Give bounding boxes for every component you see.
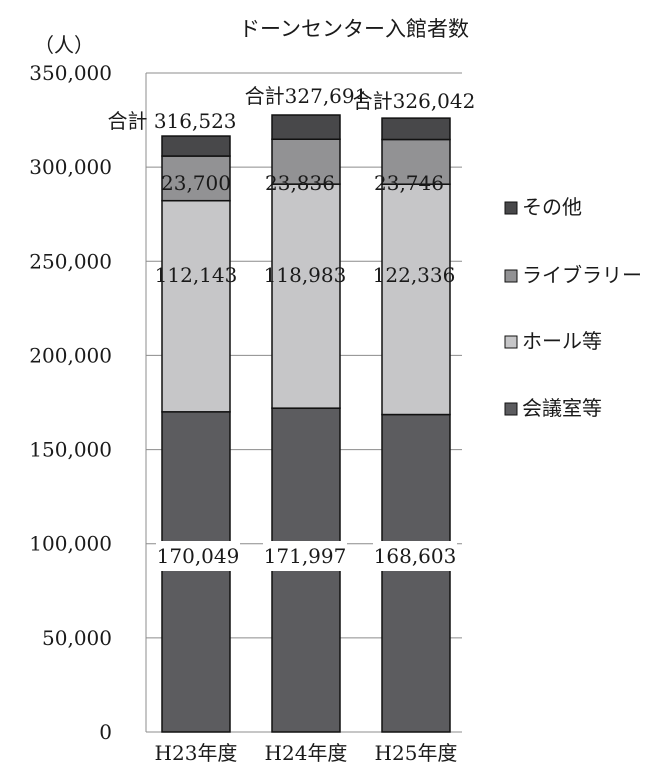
data-label-2-1: 112,143: [155, 263, 238, 287]
x-tick-label-3: H25年度: [375, 741, 458, 765]
bar-segment-3-3: [381, 138, 451, 185]
legend-label-1: その他: [522, 195, 582, 219]
y-tick-label-1: 50,000: [42, 626, 112, 650]
legend-label-2: ライブラリー: [522, 263, 642, 287]
y-tick-label-7: 350,000: [29, 61, 112, 85]
x-tick-label-1: H23年度: [155, 741, 238, 765]
data-label-3-1: 23,700: [161, 171, 231, 195]
data-label-2-3: 122,336: [373, 263, 456, 287]
data-label-3-2: 23,836: [265, 171, 335, 195]
total-label-1: 合計 316,523: [107, 109, 236, 133]
y-tick-label-5: 250,000: [29, 249, 112, 273]
legend-swatch-4: [504, 402, 518, 416]
data-label-1-1: 170,049: [157, 544, 240, 568]
bar-segment-4-3: [381, 117, 451, 141]
data-label-3-3: 23,746: [374, 171, 444, 195]
data-label-2-2: 118,983: [264, 263, 347, 287]
y-tick-label-6: 300,000: [29, 155, 112, 179]
y-tick-label-0: 0: [99, 720, 112, 744]
total-label-2: 合計327,691: [245, 84, 368, 108]
bar-segment-2-2: [271, 183, 341, 409]
legend-swatch-2: [504, 269, 518, 283]
data-label-1-3: 168,603: [374, 544, 457, 568]
bar-segment-1-3: [381, 413, 451, 733]
x-tick-label-2: H24年度: [265, 741, 348, 765]
data-label-bg-1: [156, 541, 240, 571]
data-label-1-2: 171,997: [264, 544, 347, 568]
legend-label-3: ホール等: [522, 329, 602, 353]
y-tick-label-3: 150,000: [29, 438, 112, 462]
legend-label-4: 会議室等: [522, 396, 602, 420]
bar-segment-2-1: [161, 199, 231, 413]
y-tick-label-4: 200,000: [29, 343, 112, 367]
bar-segment-2-3: [381, 183, 451, 416]
bar-segment-4-1: [161, 135, 231, 157]
total-label-3: 合計326,042: [353, 89, 476, 113]
bar-segment-1-1: [161, 411, 231, 733]
data-label-bg-3: [373, 541, 457, 571]
y-tick-label-2: 100,000: [29, 532, 112, 556]
bar-segment-4-2: [271, 114, 341, 140]
y-axis-unit: （人）: [34, 33, 94, 57]
legend-swatch-1: [504, 201, 518, 215]
legend-swatch-3: [504, 335, 518, 349]
chart-title: ドーンセンター入館者数: [239, 17, 469, 41]
data-label-bg-2: [263, 541, 347, 571]
